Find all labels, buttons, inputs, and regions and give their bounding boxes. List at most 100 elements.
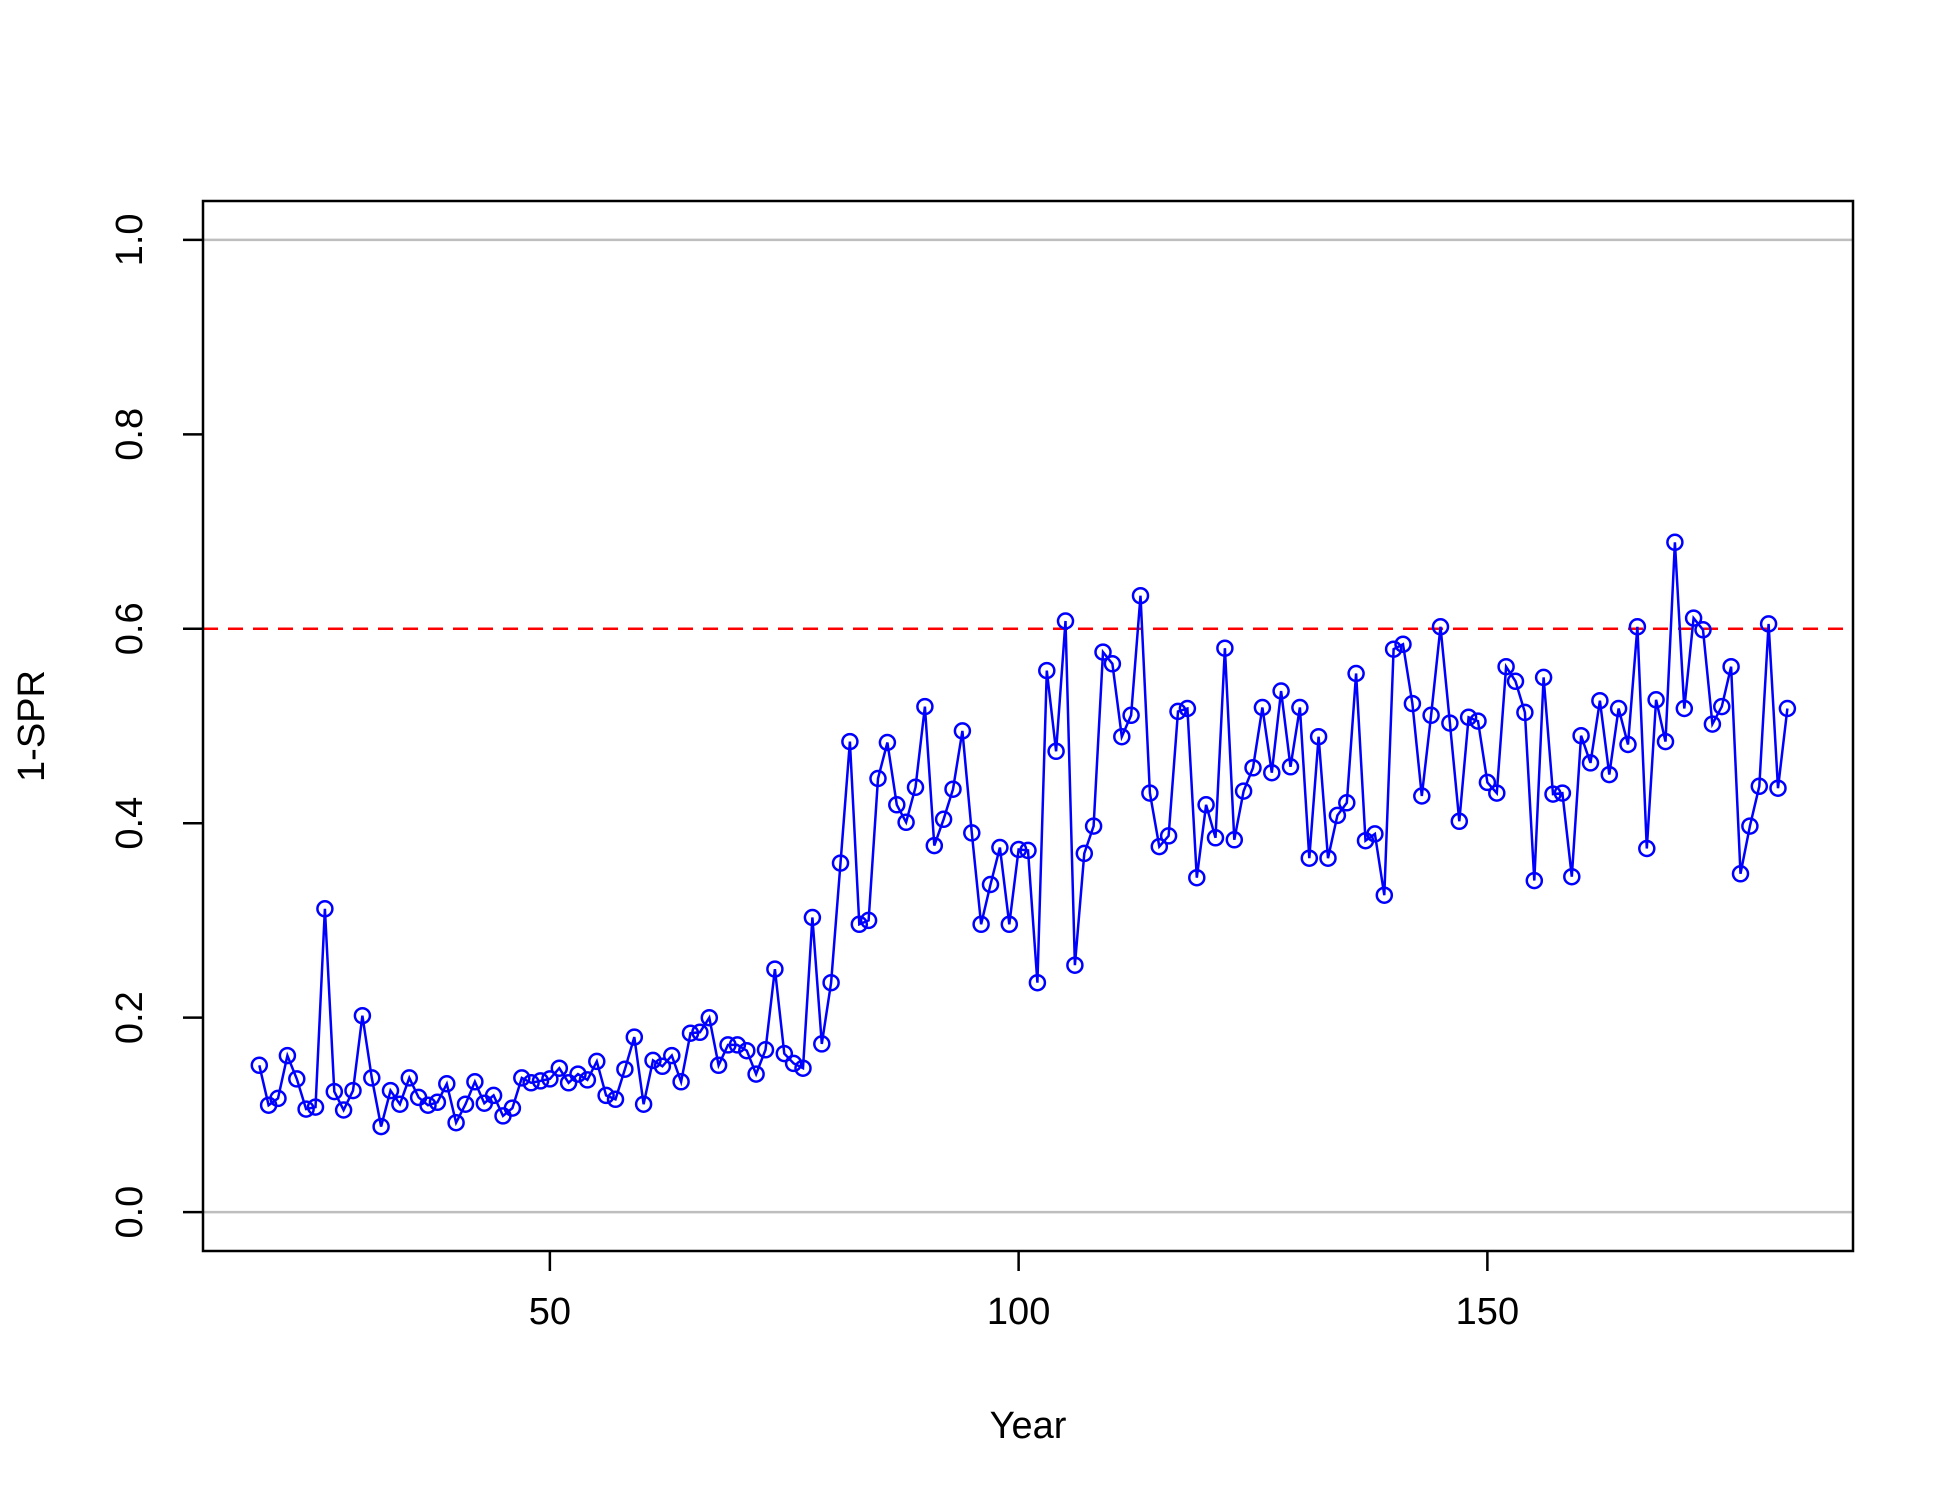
data-point xyxy=(897,813,915,832)
y-axis-label: 1-SPR xyxy=(11,670,53,782)
data-point xyxy=(1281,758,1300,776)
data-point xyxy=(1028,973,1047,992)
data-point xyxy=(1384,640,1403,658)
data-point xyxy=(588,1052,606,1071)
data-point xyxy=(747,1065,765,1083)
data-point xyxy=(700,1008,719,1027)
data-point xyxy=(269,1089,287,1108)
data-point xyxy=(859,911,878,930)
data-point xyxy=(1769,779,1787,797)
data-point xyxy=(1488,784,1506,802)
data-point xyxy=(775,1044,794,1063)
data-point xyxy=(1206,829,1225,847)
data-point xyxy=(306,1098,325,1116)
data-point xyxy=(1084,817,1103,835)
data-point xyxy=(1431,618,1450,636)
data-point xyxy=(531,1072,550,1090)
data-point xyxy=(1413,787,1431,805)
data-point xyxy=(1319,849,1337,867)
data-point xyxy=(1122,706,1140,725)
data-point xyxy=(1600,765,1619,784)
data-point xyxy=(1328,806,1347,825)
data-point xyxy=(728,1036,747,1054)
data-point xyxy=(663,1046,681,1065)
data-point xyxy=(813,1035,831,1053)
data-point xyxy=(719,1036,737,1054)
data-point xyxy=(1019,841,1037,860)
data-point xyxy=(1656,732,1675,751)
data-point xyxy=(1056,612,1075,630)
data-point xyxy=(1441,714,1459,732)
y-tick-label: 1.0 xyxy=(109,213,151,266)
data-point xyxy=(484,1086,503,1105)
data-point xyxy=(1244,759,1262,777)
data-point xyxy=(391,1095,409,1113)
data-point xyxy=(1478,773,1497,792)
data-point xyxy=(1741,817,1759,835)
data-point xyxy=(1300,849,1319,867)
data-point xyxy=(316,900,334,918)
data-point xyxy=(1469,712,1487,730)
data-point xyxy=(1169,702,1187,721)
data-point xyxy=(288,1070,306,1088)
data-point xyxy=(1131,586,1150,605)
data-point xyxy=(1066,956,1084,974)
data-point xyxy=(1497,657,1515,676)
data-point xyxy=(578,1071,597,1089)
data-point xyxy=(522,1074,540,1092)
data-point xyxy=(1759,615,1778,633)
data-point xyxy=(447,1113,465,1132)
data-point xyxy=(1459,708,1478,727)
data-point xyxy=(372,1117,390,1136)
data-point xyxy=(1338,794,1356,812)
data-point xyxy=(672,1073,690,1091)
data-point xyxy=(888,796,906,814)
data-point xyxy=(1234,782,1253,800)
data-point xyxy=(1263,763,1281,782)
data-point xyxy=(653,1057,672,1076)
data-point xyxy=(1216,639,1234,657)
data-point xyxy=(1366,825,1384,843)
data-point xyxy=(1647,691,1665,709)
data-point xyxy=(1394,635,1412,654)
data-point xyxy=(503,1099,522,1117)
data-point xyxy=(1713,697,1731,716)
data-point xyxy=(1422,706,1440,725)
data-point xyxy=(784,1054,803,1073)
y-tick-label: 0.0 xyxy=(109,1186,151,1239)
plot-frame xyxy=(201,199,1855,1253)
y-axis: 0.0 0.2 0.4 0.6 0.8 1.0 xyxy=(109,213,203,1239)
data-point xyxy=(803,908,822,927)
data-point xyxy=(1141,784,1159,802)
data-point xyxy=(1178,699,1197,718)
data-point xyxy=(906,778,925,797)
data-point xyxy=(850,915,869,934)
data-point xyxy=(419,1096,437,1114)
data-point xyxy=(1375,886,1394,904)
data-point xyxy=(1544,785,1562,803)
data-point xyxy=(1694,621,1712,639)
data-point xyxy=(1253,698,1272,717)
data-point xyxy=(1525,871,1544,890)
data-point xyxy=(822,973,840,992)
data-point xyxy=(1094,643,1112,661)
data-point xyxy=(1628,618,1647,636)
data-point xyxy=(1581,754,1600,772)
data-point xyxy=(559,1074,578,1092)
data-point xyxy=(991,838,1009,857)
data-point xyxy=(1038,661,1056,680)
series-layer xyxy=(250,533,1797,1136)
data-point xyxy=(1666,533,1684,552)
x-tick-label: 100 xyxy=(987,1291,1050,1333)
data-point xyxy=(1563,867,1581,886)
data-point xyxy=(1009,840,1028,859)
data-point xyxy=(1309,727,1328,746)
data-point xyxy=(1572,726,1590,745)
data-point xyxy=(1750,777,1769,796)
data-point xyxy=(1553,784,1572,802)
data-point xyxy=(250,1056,269,1075)
x-tick-label: 50 xyxy=(529,1291,571,1333)
data-point xyxy=(597,1086,615,1105)
data-point xyxy=(1731,865,1750,883)
